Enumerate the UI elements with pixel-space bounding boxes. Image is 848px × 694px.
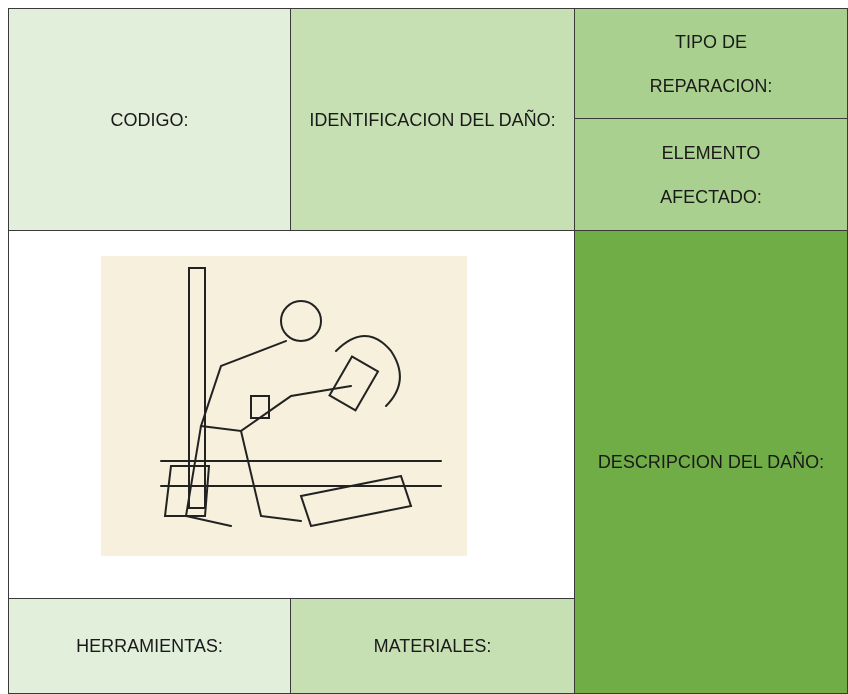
herramientas-label: HERRAMIENTAS: [76,636,223,656]
elemento-cell: ELEMENTO AFECTADO: [574,118,848,231]
materiales-label: MATERIALES: [373,636,492,656]
tipo-reparacion-label: TIPO DE REPARACION: [649,31,773,96]
materiales-cell: MATERIALES: [290,598,575,694]
tipo-reparacion-cell: TIPO DE REPARACION: [574,8,848,119]
image-cell [8,230,575,599]
identificacion-label: IDENTIFICACION DEL DAÑO: [309,109,556,130]
descripcion-label: DESCRIPCION DEL DAÑO: [597,452,825,472]
elemento-label: ELEMENTO AFECTADO: [660,142,762,207]
codigo-label: CODIGO: [110,109,189,130]
herramientas-cell: HERRAMIENTAS: [8,598,291,694]
descripcion-cell: DESCRIPCION DEL DAÑO: [574,230,848,694]
identificacion-cell: IDENTIFICACION DEL DAÑO: [290,8,575,231]
illustration [101,256,467,556]
codigo-cell: CODIGO: [8,8,291,231]
